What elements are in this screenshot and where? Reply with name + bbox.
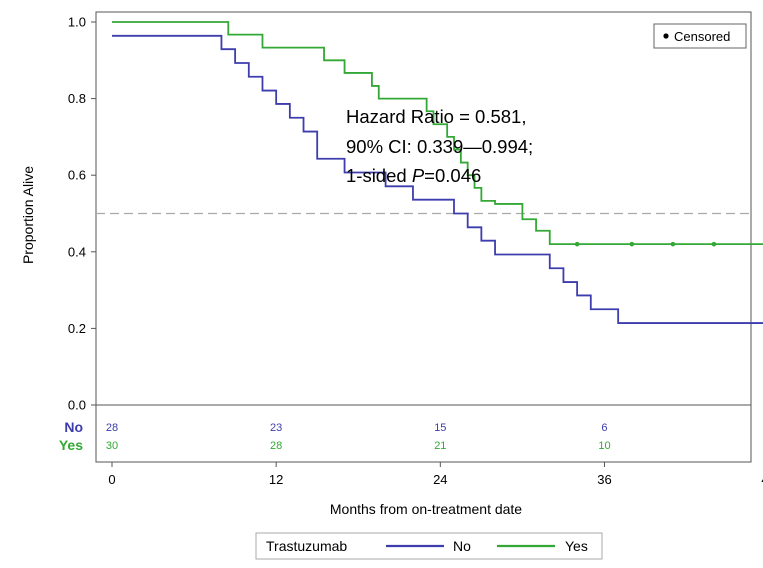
legend-title: Trastuzumab: [266, 538, 347, 554]
x-axis: 012243648607284: [108, 462, 763, 487]
x-tick-label: 0: [108, 472, 115, 487]
annotation-line-2: 90% CI: 0.339—0.994;: [346, 136, 533, 157]
censored-point-yes: [574, 241, 580, 247]
censored-legend-label: Censored: [674, 29, 730, 44]
censored-marker-icon: [663, 33, 669, 39]
risk-table: No28231565541Yes30282110740: [59, 419, 611, 453]
hazard-ratio-annotation: Hazard Ratio = 0.581, 90% CI: 0.339—0.99…: [346, 106, 533, 186]
y-tick-label: 0.4: [68, 244, 86, 259]
risk-count: 21: [434, 440, 446, 452]
censored-point-yes: [670, 241, 676, 247]
x-axis-title: Months from on-treatment date: [330, 501, 522, 517]
risk-count: 28: [106, 422, 118, 434]
legend-label-yes: Yes: [565, 538, 588, 554]
x-tick-label: 24: [433, 472, 447, 487]
risk-count: 6: [601, 422, 607, 434]
y-axis: 0.0 0.2 0.4 0.6 0.8 1.0: [68, 15, 96, 413]
y-tick-label: 0.0: [68, 398, 86, 413]
y-tick-label: 0.2: [68, 321, 86, 336]
x-tick-label: 48: [761, 472, 763, 487]
risk-count: 10: [598, 440, 610, 452]
series-layer: [112, 21, 763, 324]
series-legend: Trastuzumab No Yes: [255, 532, 603, 560]
y-axis-title: Proportion Alive: [20, 166, 36, 264]
censored-legend: Censored: [653, 23, 747, 49]
survival-curve-yes: [112, 21, 763, 246]
y-tick-label: 0.8: [68, 91, 86, 106]
x-tick-label: 36: [597, 472, 611, 487]
annotation-line-3: 1-sided P=0.046: [346, 165, 481, 186]
annotation-line-1: Hazard Ratio = 0.581,: [346, 106, 526, 127]
x-tick-label: 12: [269, 472, 283, 487]
censored-legend-box: [653, 23, 747, 49]
legend-label-no: No: [453, 538, 471, 554]
risk-row-label: No: [64, 419, 83, 435]
survival-curve-no: [112, 34, 763, 324]
plot-frame: [95, 11, 752, 463]
risk-count: 15: [434, 422, 446, 434]
risk-count: 28: [270, 440, 282, 452]
risk-row-label: Yes: [59, 437, 83, 453]
censored-point-yes: [629, 241, 635, 247]
censored-point-yes: [711, 241, 717, 247]
risk-count: 23: [270, 422, 282, 434]
y-tick-label: 1.0: [68, 15, 86, 30]
risk-count: 30: [106, 440, 118, 452]
y-tick-label: 0.6: [68, 168, 86, 183]
